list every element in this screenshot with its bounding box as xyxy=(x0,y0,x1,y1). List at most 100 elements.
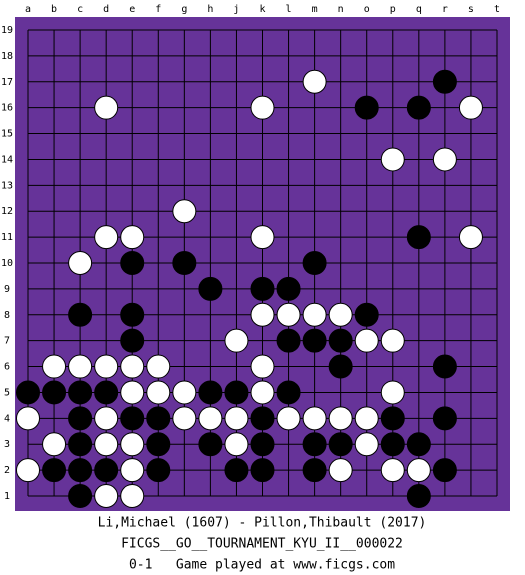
black-stone xyxy=(276,276,301,301)
black-stone xyxy=(198,432,223,457)
white-stone xyxy=(354,432,379,457)
white-stone xyxy=(94,406,119,431)
white-stone xyxy=(120,380,145,405)
column-label: m xyxy=(312,4,318,15)
white-stone xyxy=(250,354,275,379)
black-stone xyxy=(198,276,223,301)
black-stone xyxy=(354,95,379,120)
black-stone xyxy=(68,380,93,405)
players: Li,Michael (1607) - Pillon,Thibault (201… xyxy=(98,516,427,531)
column-label: c xyxy=(77,4,83,15)
black-stone xyxy=(146,458,171,483)
black-stone xyxy=(380,432,405,457)
black-stone xyxy=(42,380,67,405)
column-label: t xyxy=(494,4,500,15)
black-stone xyxy=(120,251,145,275)
column-label: e xyxy=(129,4,135,15)
white-stone xyxy=(250,302,275,327)
white-stone xyxy=(380,328,405,353)
black-stone xyxy=(68,484,93,508)
black-stone xyxy=(354,302,379,327)
white-stone xyxy=(94,432,119,457)
black-stone xyxy=(120,302,145,327)
white-stone xyxy=(224,432,249,457)
row-label: 3 xyxy=(4,439,10,450)
black-stone xyxy=(224,380,249,405)
black-stone xyxy=(302,458,327,483)
column-label: p xyxy=(390,4,396,15)
white-stone xyxy=(328,406,353,431)
black-stone xyxy=(432,458,457,483)
row-label: 11 xyxy=(1,232,13,243)
black-stone xyxy=(328,432,353,457)
event: FICGS__GO__TOURNAMENT_KYU_II__000022 xyxy=(121,537,403,552)
column-label: r xyxy=(442,4,448,15)
white-stone xyxy=(172,380,197,405)
black-stone xyxy=(276,380,301,405)
white-stone xyxy=(146,380,171,405)
row-label: 2 xyxy=(4,465,10,476)
row-label: 9 xyxy=(4,284,10,295)
white-stone xyxy=(172,199,197,224)
row-label: 1 xyxy=(4,491,10,502)
black-stone xyxy=(94,380,119,405)
white-stone xyxy=(250,380,275,405)
column-label: g xyxy=(181,4,187,15)
white-stone xyxy=(94,484,119,508)
black-stone xyxy=(120,406,145,431)
row-label: 12 xyxy=(1,206,13,217)
column-label: l xyxy=(286,4,292,15)
white-stone xyxy=(276,406,301,431)
column-label: f xyxy=(155,4,161,15)
row-label: 19 xyxy=(1,25,13,36)
black-stone xyxy=(432,69,457,94)
white-stone xyxy=(380,380,405,405)
row-label: 8 xyxy=(4,310,10,321)
white-stone xyxy=(94,225,119,250)
black-stone xyxy=(42,458,67,483)
black-stone xyxy=(68,432,93,457)
white-stone xyxy=(146,354,171,379)
black-stone xyxy=(328,354,353,379)
black-stone xyxy=(250,432,275,457)
black-stone xyxy=(68,458,93,483)
white-stone xyxy=(302,302,327,327)
result: 0-1 Game played at www.ficgs.com xyxy=(129,558,395,573)
black-stone xyxy=(380,406,405,431)
row-label: 13 xyxy=(1,180,13,191)
column-label: h xyxy=(207,4,213,15)
white-stone xyxy=(328,302,353,327)
column-label: j xyxy=(233,4,239,15)
white-stone xyxy=(302,69,327,94)
row-label: 6 xyxy=(4,362,10,373)
row-label: 7 xyxy=(4,336,10,347)
black-stone xyxy=(302,251,327,275)
white-stone xyxy=(224,328,249,353)
white-stone xyxy=(380,147,405,172)
white-stone xyxy=(328,458,353,483)
white-stone xyxy=(120,432,145,457)
white-stone xyxy=(198,406,223,431)
column-label: n xyxy=(338,4,344,15)
black-stone xyxy=(406,95,431,120)
white-stone xyxy=(68,251,93,275)
white-stone xyxy=(120,484,145,508)
row-label: 18 xyxy=(1,51,13,62)
black-stone xyxy=(94,458,119,483)
white-stone xyxy=(42,354,67,379)
black-stone xyxy=(406,484,431,508)
white-stone xyxy=(432,147,457,172)
black-stone xyxy=(250,406,275,431)
black-stone xyxy=(16,380,40,405)
white-stone xyxy=(172,406,197,431)
white-stone xyxy=(224,406,249,431)
white-stone xyxy=(16,406,40,431)
column-label: k xyxy=(259,4,265,15)
black-stone xyxy=(250,276,275,301)
black-stone xyxy=(432,406,457,431)
black-stone xyxy=(120,328,145,353)
row-label: 15 xyxy=(1,129,13,140)
row-label: 14 xyxy=(1,154,13,165)
white-stone xyxy=(42,432,67,457)
